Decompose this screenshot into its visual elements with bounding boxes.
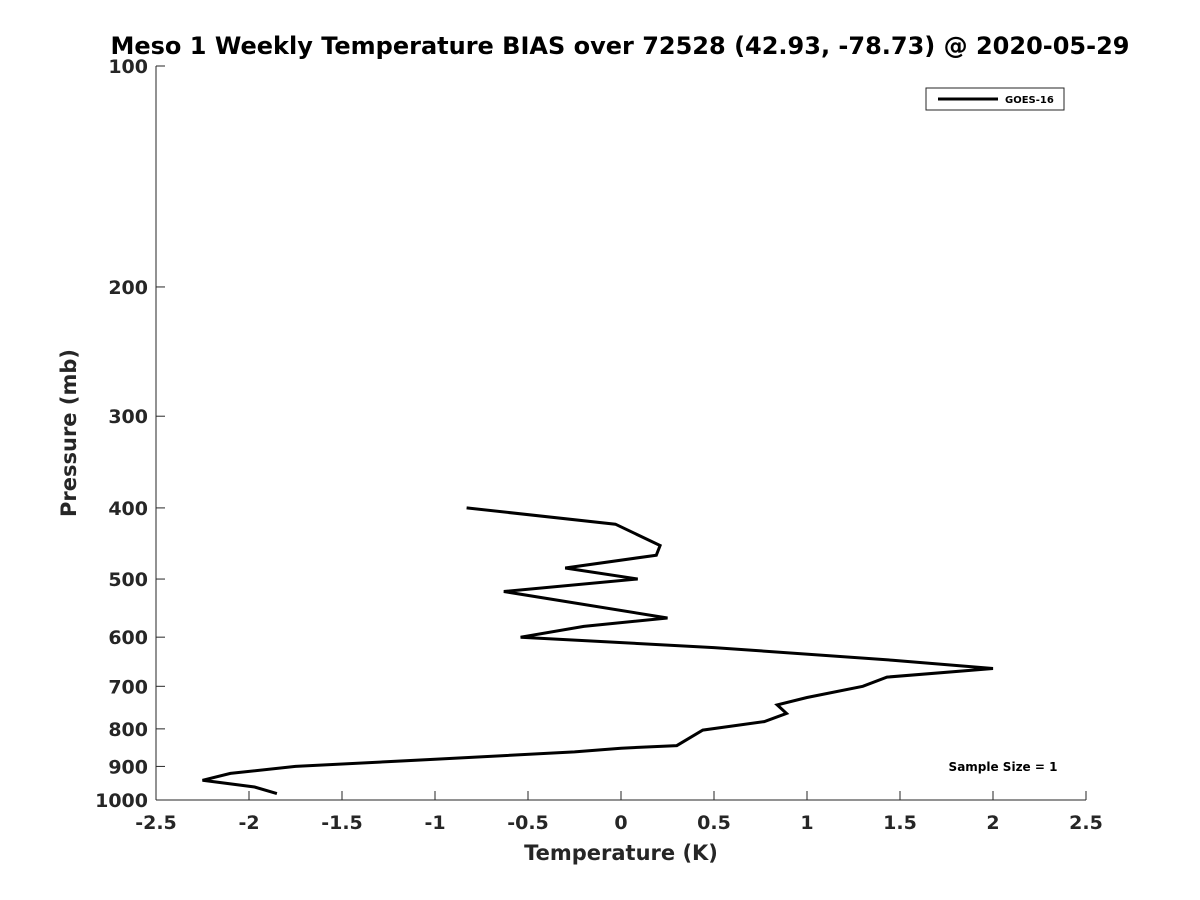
y-tick-label: 200 xyxy=(108,277,148,299)
y-tick-label: 800 xyxy=(108,719,148,741)
x-tick-label: 2.5 xyxy=(1069,812,1103,834)
x-axis-label: Temperature (K) xyxy=(524,841,718,865)
x-tick-label: -1 xyxy=(424,812,445,834)
y-tick-label: 300 xyxy=(108,406,148,428)
x-tick-label: 1 xyxy=(800,812,813,834)
y-tick-label: 1000 xyxy=(95,790,148,812)
legend: GOES-16 xyxy=(925,87,1065,111)
series-layer xyxy=(202,506,994,796)
x-tick-label: -2 xyxy=(238,812,259,834)
axes xyxy=(155,66,1086,801)
y-tick-label: 600 xyxy=(108,627,148,649)
y-tick-label: 900 xyxy=(108,756,148,778)
chart-title: Meso 1 Weekly Temperature BIAS over 7252… xyxy=(110,32,1129,60)
x-tick-label: -0.5 xyxy=(507,812,549,834)
y-axis-label: Pressure (mb) xyxy=(57,349,81,517)
sample-size-annotation: Sample Size = 1 xyxy=(949,760,1058,774)
x-tick-label: 2 xyxy=(986,812,999,834)
y-tick-label: 100 xyxy=(108,56,148,78)
y-tick-label: 500 xyxy=(108,569,148,591)
x-tick-label: 0 xyxy=(614,812,627,834)
legend-label-goes-16: GOES-16 xyxy=(1005,95,1054,106)
y-ticks: 100 200 300 400 500 600 700 800 900 1000 xyxy=(95,56,165,812)
series-line-goes-16 xyxy=(202,506,994,796)
y-tick-label: 700 xyxy=(108,676,148,698)
x-tick-label: 1.5 xyxy=(883,812,917,834)
x-tick-label: -1.5 xyxy=(321,812,363,834)
x-tick-label: -2.5 xyxy=(135,812,177,834)
x-ticks: -2.5 -2 -1.5 -1 -0.5 0 0.5 1 1.5 2 2.5 xyxy=(135,791,1103,834)
y-tick-label: 400 xyxy=(108,498,148,520)
x-tick-label: 0.5 xyxy=(697,812,731,834)
